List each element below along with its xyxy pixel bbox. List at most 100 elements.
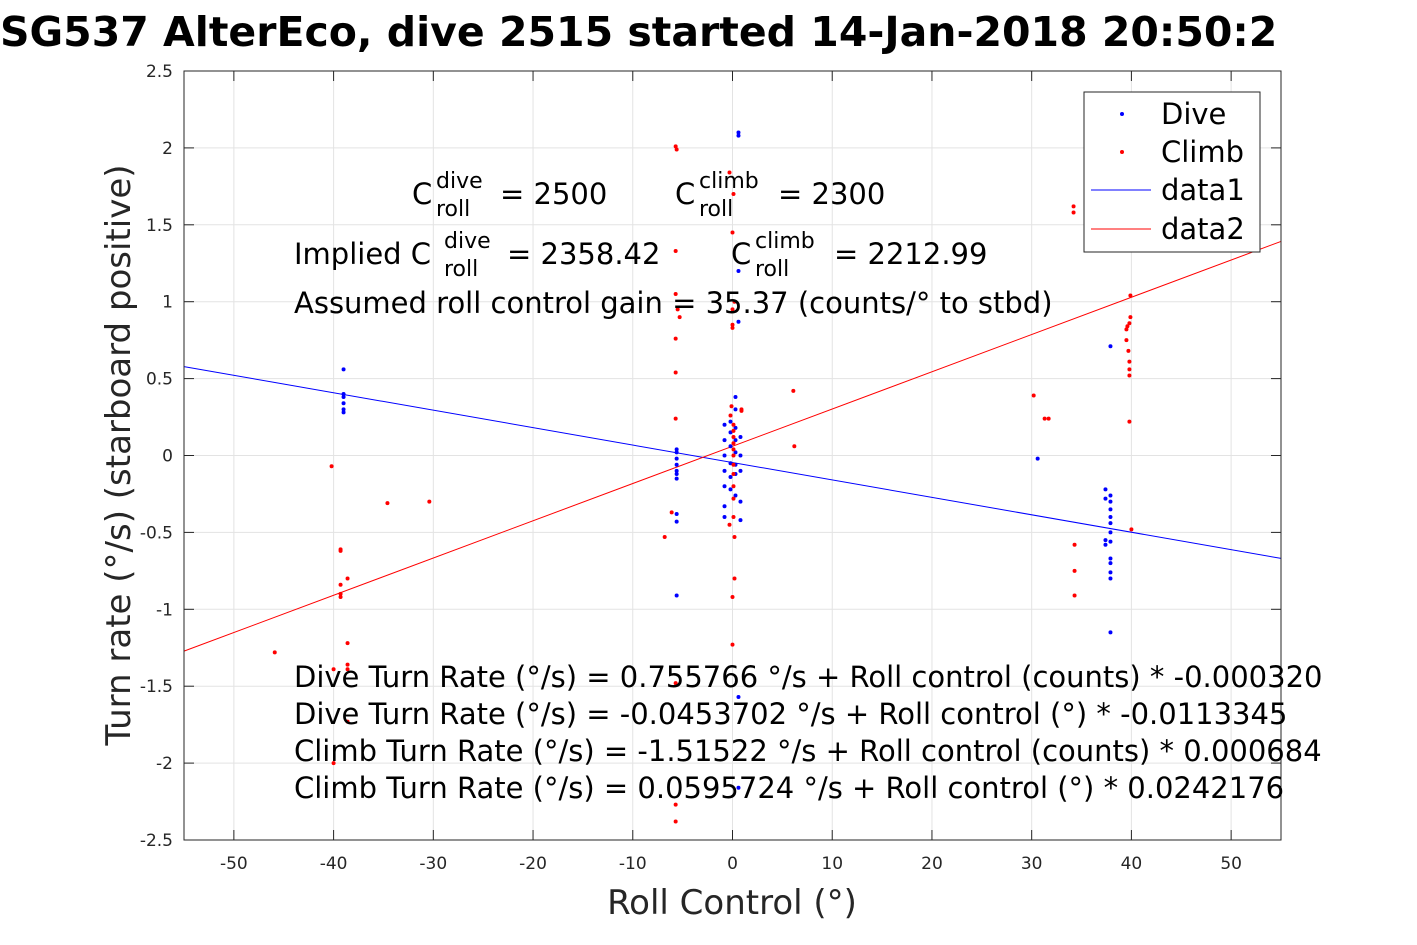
dive-point	[1108, 576, 1113, 581]
dive-point	[733, 450, 738, 455]
climb-point	[1128, 315, 1133, 320]
c-roll-dive-sup: dive	[436, 169, 483, 194]
dive-point	[1108, 493, 1113, 498]
climb-point	[1125, 324, 1130, 329]
x-tick-label: -50	[220, 854, 248, 874]
climb-point	[673, 292, 678, 297]
x-tick-label: 0	[727, 854, 738, 874]
y-tick-label: 0.5	[146, 370, 173, 390]
climb-point	[673, 681, 678, 686]
climb-point	[677, 315, 682, 320]
x-axis-label: Roll Control (°)	[607, 883, 857, 923]
dive-point	[1103, 496, 1108, 501]
dive-point	[341, 395, 346, 400]
dive-point	[341, 401, 346, 406]
implied-climb-value: = 2212.99	[834, 237, 987, 271]
legend-marker-swatch	[1120, 112, 1124, 116]
implied-dive-sup: dive	[444, 229, 491, 254]
dive-point	[722, 453, 727, 458]
legend-label: Climb	[1161, 135, 1244, 169]
climb-point	[732, 299, 737, 304]
dive-point	[728, 487, 733, 492]
climb-point	[731, 422, 736, 427]
climb-point	[731, 484, 736, 489]
climb-point	[1042, 416, 1047, 421]
dive-point	[1103, 487, 1108, 492]
dive-point	[722, 515, 727, 520]
legend: Dive Climb data1 data2	[1083, 91, 1261, 253]
regression-equations: Dive Turn Rate (°/s) = 0.755766 °/s + Ro…	[294, 660, 1322, 805]
climb-point	[345, 662, 350, 667]
climb-point	[1072, 593, 1077, 598]
dive-point	[738, 435, 743, 440]
climb-point	[338, 548, 343, 553]
climb-point	[731, 192, 736, 197]
climb-point	[729, 404, 734, 409]
climb-point	[345, 667, 350, 672]
climb-point	[731, 447, 736, 452]
implied-climb-base: C	[731, 237, 751, 271]
climb-point	[331, 667, 336, 672]
climb-point	[329, 464, 334, 469]
legend-label: Dive	[1161, 97, 1226, 131]
dive-point	[728, 419, 733, 424]
climb-point	[385, 501, 390, 506]
climb-point	[669, 510, 674, 515]
dive-point	[1108, 539, 1113, 544]
dive-point	[341, 367, 346, 372]
legend-box	[1083, 91, 1261, 253]
dive-point	[674, 450, 679, 455]
climb-point	[427, 499, 432, 504]
dive-point	[722, 422, 727, 427]
c-roll-climb-value: = 2300	[778, 177, 885, 211]
dive-point	[736, 785, 741, 790]
climb-point	[731, 515, 736, 520]
climb-point	[345, 576, 350, 581]
x-tick-label: 10	[821, 854, 843, 874]
climb-point	[1129, 527, 1134, 532]
climb-point	[731, 453, 736, 458]
implied-c-roll-dive-annotation: Implied C dive roll = 2358.42	[294, 229, 660, 282]
x-tick-label: -40	[320, 854, 348, 874]
dive-point	[674, 511, 679, 516]
dive-point	[1108, 561, 1113, 566]
dive-point	[674, 519, 679, 524]
climb-point	[732, 576, 737, 581]
y-tick-label: 1.5	[146, 216, 173, 236]
x-tick-label: -30	[419, 854, 447, 874]
climb-point	[338, 582, 343, 587]
climb-point	[673, 144, 678, 149]
climb-point	[345, 641, 350, 646]
dive-point	[1108, 570, 1113, 575]
dive-point	[728, 430, 733, 435]
dive-point	[728, 461, 733, 466]
climb-point	[731, 441, 736, 446]
climb-point	[673, 802, 678, 807]
climb-point	[731, 471, 736, 476]
implied-c-roll-climb-annotation: C climb roll = 2212.99	[731, 229, 987, 282]
climb-point	[1128, 293, 1133, 298]
y-tick-label: -2	[156, 754, 173, 774]
climb-point	[675, 307, 680, 312]
chart-title: SG537 AlterEco, dive 2515 started 14-Jan…	[0, 8, 1277, 56]
dive-point	[738, 453, 743, 458]
climb-point	[792, 444, 797, 449]
y-tick-label: 0	[162, 447, 173, 467]
climb-point	[662, 535, 667, 540]
dive-point	[341, 391, 346, 396]
climb-point	[338, 591, 343, 596]
dive-point	[1108, 530, 1113, 535]
y-tick-label: -2.5	[140, 831, 173, 851]
x-tick-label: 20	[921, 854, 943, 874]
dive-point	[1108, 556, 1113, 561]
dive-point	[736, 319, 741, 324]
dive-point	[1108, 630, 1113, 635]
dive-point	[1108, 344, 1113, 349]
climb-point	[1127, 373, 1132, 378]
climb-point	[791, 388, 796, 393]
climb-point	[731, 462, 736, 467]
climb-point	[1127, 359, 1132, 364]
dive-point	[722, 504, 727, 509]
axis-ticks: -50 -40 -30 -20 -10 0 10 20 30 40 50-2.5-2-1.5-1-0…	[140, 62, 1281, 874]
